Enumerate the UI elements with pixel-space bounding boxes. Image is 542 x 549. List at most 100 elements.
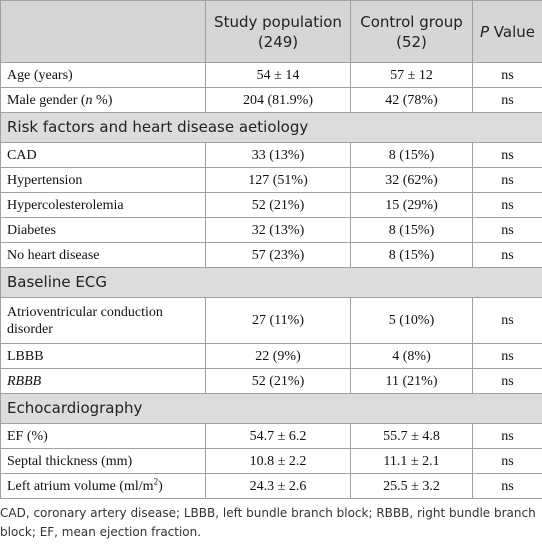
text-segment: Value	[489, 22, 535, 41]
text-segment: Study population (249)	[214, 12, 342, 51]
data-row: Septal thickness (mm) 10.8 ± 2.2 11.1 ± 2.…	[0, 448, 542, 474]
data-row: Hypertension 127 (51%) 32 (62%) ns	[0, 167, 542, 193]
text-segment: Age (years)	[7, 67, 73, 83]
data-row: Diabetes 32 (13%) 8 (15%) ns	[0, 217, 542, 243]
value-cell: ns	[472, 217, 542, 243]
data-row: No heart disease 57 (23%) 8 (15%) ns	[0, 242, 542, 268]
text-segment: )	[158, 478, 163, 494]
text-segment: n	[85, 92, 93, 108]
row-label: Hypertension	[0, 167, 206, 193]
text-segment: P	[479, 22, 490, 41]
value-cell: 57 (23%)	[205, 242, 351, 268]
value-cell: 8 (15%)	[350, 242, 473, 268]
text-segment: Left atrium volume (ml/m	[7, 478, 154, 494]
row-label: Age (years)	[0, 62, 206, 88]
value-cell: 4 (8%)	[350, 343, 473, 369]
value-cell: 11.1 ± 2.1	[350, 448, 473, 474]
value-cell: 32 (62%)	[350, 167, 473, 193]
value-cell: 57 ± 12	[350, 62, 473, 88]
value-cell: 32 (13%)	[205, 217, 351, 243]
text-segment: 2	[153, 475, 159, 486]
value-cell: 11 (21%)	[350, 368, 473, 394]
row-label: EF (%)	[0, 423, 206, 449]
text-segment: RBBB	[7, 373, 42, 389]
data-row: Left atrium volume (ml/m2) 24.3 ± 2.6 25.5…	[0, 473, 542, 499]
text-segment: Male gender (	[7, 92, 86, 108]
value-cell: ns	[472, 423, 542, 449]
section-row: Baseline ECG	[0, 267, 542, 298]
text-segment: LBBB	[7, 348, 44, 364]
data-row: CAD 33 (13%) 8 (15%) ns	[0, 142, 542, 168]
value-cell: 52 (21%)	[205, 192, 351, 218]
value-cell: ns	[472, 167, 542, 193]
section-cell: Baseline ECG	[0, 267, 542, 298]
value-cell: 5 (10%)	[350, 297, 473, 344]
table-body: Age (years) 54 ± 14 57 ± 12 ns Male gender (…	[0, 62, 542, 499]
value-cell: 24.3 ± 2.6	[205, 473, 351, 499]
data-row: Male gender (n %) 204 (81.9%) 42 (78%) ns	[0, 87, 542, 113]
value-cell: ns	[472, 297, 542, 344]
text-segment: Septal thickness (mm)	[7, 453, 133, 469]
value-cell: 54.7 ± 6.2	[205, 423, 351, 449]
header-cell: Study population (249)	[205, 0, 351, 63]
value-cell: 52 (21%)	[205, 368, 351, 394]
row-label: Male gender (n %)	[0, 87, 206, 113]
header-cell: Control group (52)	[350, 0, 473, 63]
section-cell: Risk factors and heart disease aetiology	[0, 112, 542, 143]
header-row: Study population (249) Control group (52)…	[0, 0, 542, 63]
value-cell: ns	[472, 368, 542, 394]
header-cell-empty	[0, 0, 206, 63]
value-cell: ns	[472, 473, 542, 499]
value-cell: 55.7 ± 4.8	[350, 423, 473, 449]
text-segment: Hypercolesterolemia	[7, 197, 124, 213]
data-row: EF (%) 54.7 ± 6.2 55.7 ± 4.8 ns	[0, 423, 542, 449]
value-cell: 25.5 ± 3.2	[350, 473, 473, 499]
row-label: Left atrium volume (ml/m2)	[0, 473, 206, 499]
section-row: Risk factors and heart disease aetiology	[0, 112, 542, 143]
value-cell: 127 (51%)	[205, 167, 351, 193]
value-cell: ns	[472, 343, 542, 369]
text-segment: No heart disease	[7, 247, 100, 263]
text-segment: EF (%)	[7, 428, 48, 444]
text-segment: Control group (52)	[360, 12, 463, 51]
text-segment: Hypertension	[7, 172, 83, 188]
value-cell: ns	[472, 192, 542, 218]
data-row: Hypercolesterolemia 52 (21%) 15 (29%) ns	[0, 192, 542, 218]
value-cell: 8 (15%)	[350, 217, 473, 243]
row-label: Hypercolesterolemia	[0, 192, 206, 218]
value-cell: ns	[472, 242, 542, 268]
value-cell: 10.8 ± 2.2	[205, 448, 351, 474]
value-cell: ns	[472, 87, 542, 113]
row-label: Atrioventricular conduction disorder	[0, 297, 206, 344]
value-cell: 33 (13%)	[205, 142, 351, 168]
data-row: Age (years) 54 ± 14 57 ± 12 ns	[0, 62, 542, 88]
row-label: RBBB	[0, 368, 206, 394]
row-label: No heart disease	[0, 242, 206, 268]
data-table: Study population (249) Control group (52)…	[0, 0, 542, 499]
value-cell: ns	[472, 448, 542, 474]
value-cell: 54 ± 14	[205, 62, 351, 88]
value-cell: 204 (81.9%)	[205, 87, 351, 113]
data-row: LBBB 22 (9%) 4 (8%) ns	[0, 343, 542, 369]
text-segment: Diabetes	[7, 222, 56, 238]
value-cell: 8 (15%)	[350, 142, 473, 168]
value-cell: 27 (11%)	[205, 297, 351, 344]
value-cell: 42 (78%)	[350, 87, 473, 113]
row-label: Septal thickness (mm)	[0, 448, 206, 474]
row-label: CAD	[0, 142, 206, 168]
value-cell: 22 (9%)	[205, 343, 351, 369]
section-row: Echocardiography	[0, 393, 542, 424]
row-label: LBBB	[0, 343, 206, 369]
value-cell: ns	[472, 142, 542, 168]
header-cell: P Value	[472, 0, 542, 63]
section-cell: Echocardiography	[0, 393, 542, 424]
data-row: Atrioventricular conduction disorder 27 (…	[0, 297, 542, 344]
text-segment: Atrioventricular conduction disorder	[7, 304, 163, 337]
row-label: Diabetes	[0, 217, 206, 243]
text-segment: CAD	[7, 147, 37, 163]
data-row: RBBB 52 (21%) 11 (21%) ns	[0, 368, 542, 394]
footnote: CAD, coronary artery disease; LBBB, left…	[0, 506, 536, 539]
value-cell: 15 (29%)	[350, 192, 473, 218]
text-segment: %)	[92, 92, 113, 108]
